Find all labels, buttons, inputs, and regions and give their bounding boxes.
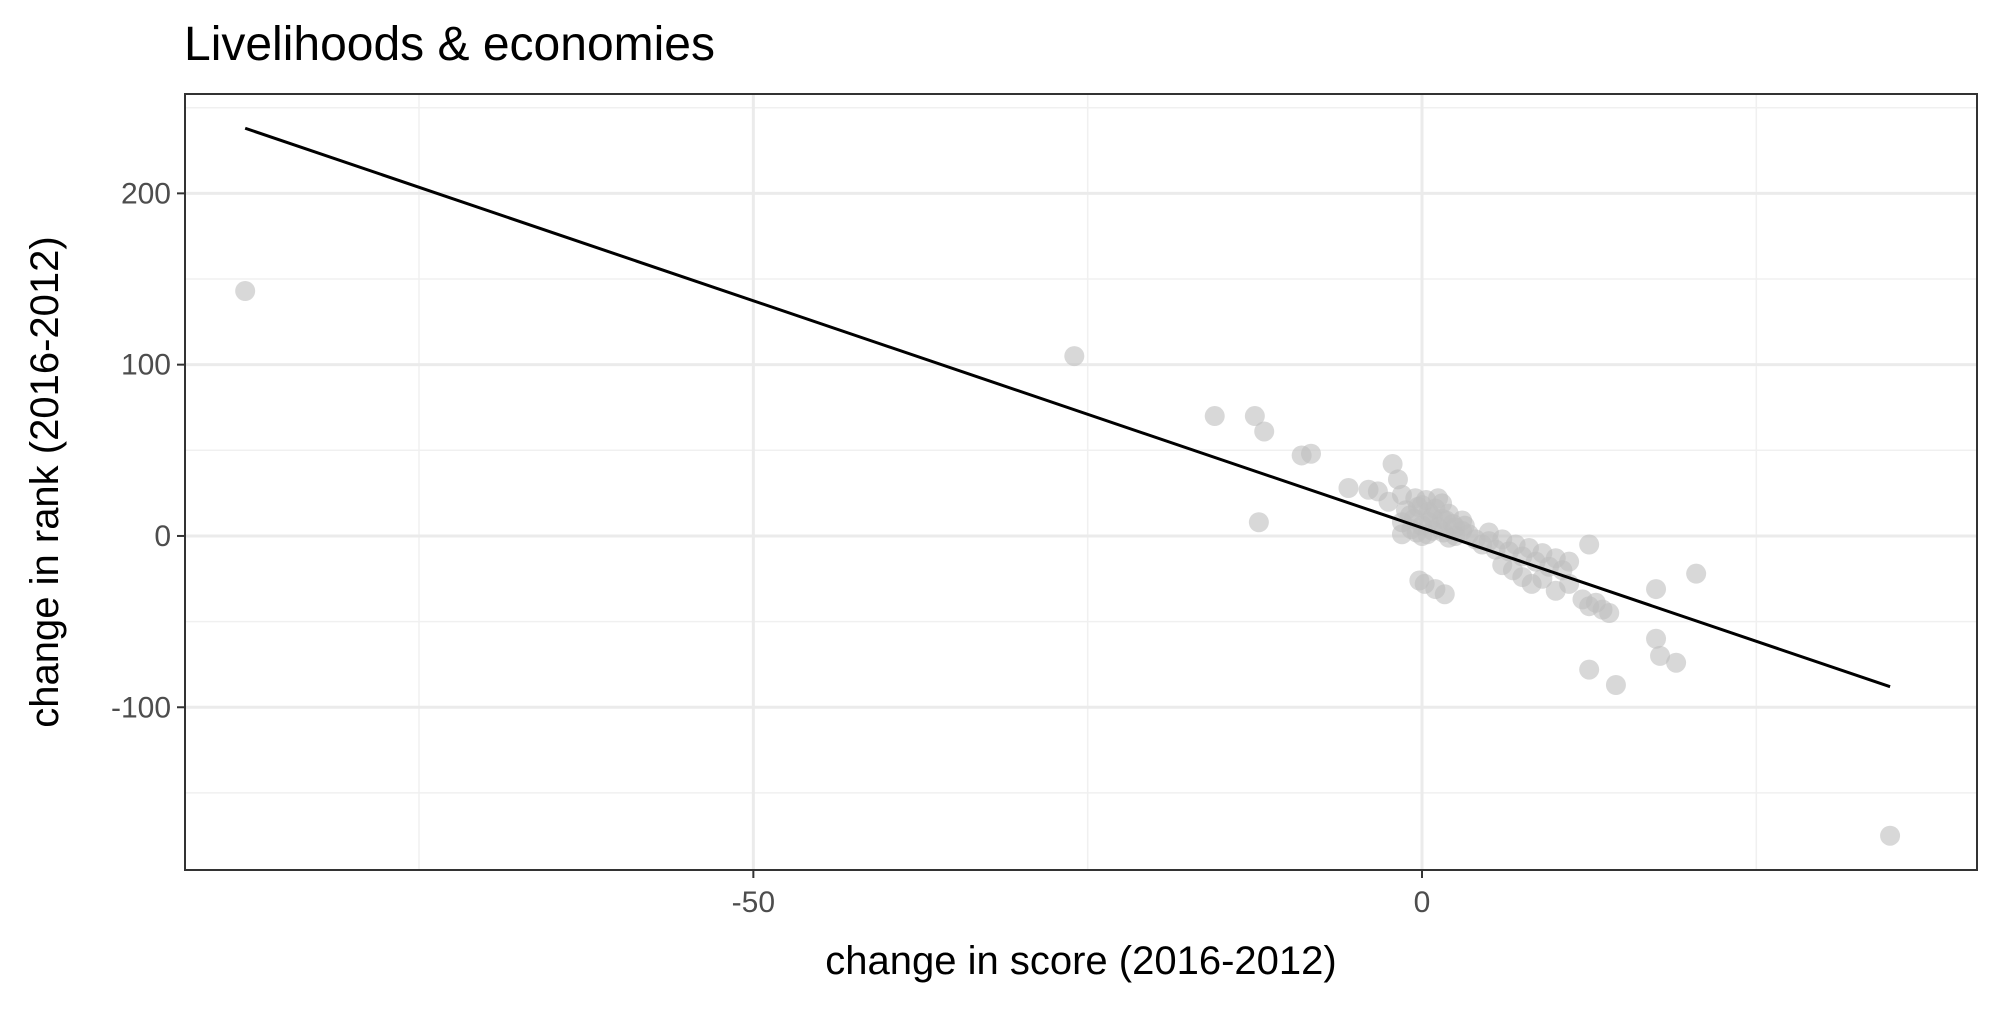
data-point [1650, 645, 1671, 666]
y-tick-label: 200 [121, 177, 171, 210]
data-point [1387, 469, 1408, 490]
data-point [1605, 674, 1626, 695]
data-point [1254, 421, 1275, 442]
data-point [1301, 443, 1322, 464]
data-point [1244, 406, 1265, 427]
x-axis-title: change in score (2016-2012) [825, 939, 1336, 983]
data-point [1434, 584, 1455, 605]
y-tick-label: 100 [121, 349, 171, 382]
data-point [1452, 510, 1473, 531]
data-point [1599, 603, 1620, 624]
chart-title: Livelihoods & economies [184, 18, 715, 71]
y-axis: -100 0 100 200 [111, 177, 185, 724]
minor-grid [185, 94, 1977, 870]
plot-border [184, 93, 1978, 871]
data-point [1338, 477, 1359, 498]
x-tick-label: 0 [1414, 886, 1431, 919]
data-point [1248, 512, 1269, 533]
y-tick-label: -100 [111, 691, 171, 724]
data-point [1532, 568, 1553, 589]
y-tick-label: 0 [154, 520, 171, 553]
data-point [1880, 825, 1901, 846]
data-point [1478, 522, 1499, 543]
data-point [1432, 508, 1453, 529]
data-point [1646, 628, 1667, 649]
plot-background [185, 94, 1977, 870]
data-point [1579, 659, 1600, 680]
data-point [1579, 534, 1600, 555]
data-point [1204, 406, 1225, 427]
data-point [1382, 454, 1403, 475]
data-point [235, 280, 256, 301]
trend-line-layer [244, 126, 1891, 689]
data-points [235, 280, 1901, 846]
data-point [1646, 579, 1667, 600]
trend-line [244, 126, 1891, 689]
data-point [1559, 551, 1580, 572]
data-point [1666, 652, 1687, 673]
major-grid [185, 94, 1977, 870]
y-axis-title: change in rank (2016-2012) [23, 236, 67, 727]
x-axis: -50 0 [732, 870, 1431, 919]
data-point [1686, 563, 1707, 584]
data-point [1064, 346, 1085, 367]
x-tick-label: -50 [732, 886, 775, 919]
